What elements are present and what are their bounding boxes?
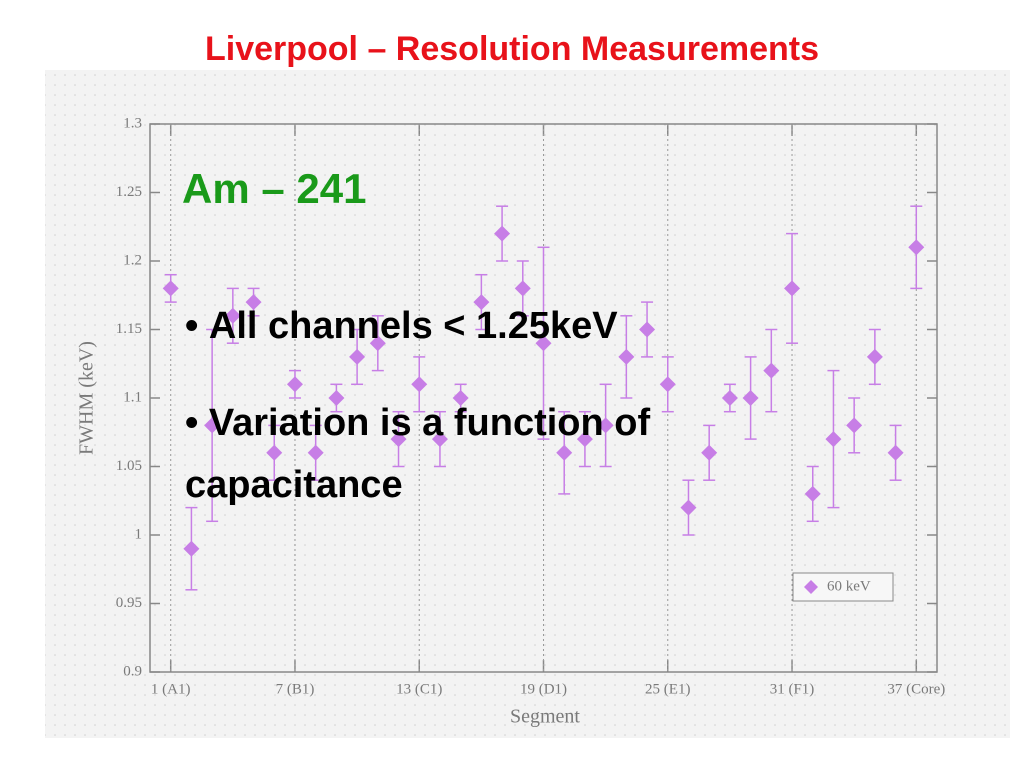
y-tick-label: 1 xyxy=(135,526,143,542)
x-tick-label: 37 (Core) xyxy=(887,681,945,697)
point xyxy=(286,376,303,393)
y-tick-label: 0.9 xyxy=(123,663,142,679)
y-tick-label: 1.05 xyxy=(116,458,142,474)
point xyxy=(659,376,676,393)
y-tick-label: 1.1 xyxy=(123,389,142,405)
point xyxy=(183,540,200,557)
heading: Am – 241 xyxy=(182,165,367,212)
legend-label: 60 keV xyxy=(827,578,871,594)
point xyxy=(494,225,511,242)
bullet: Variation is a function of capacitance xyxy=(185,392,835,516)
x-tick-label: 25 (E1) xyxy=(645,681,690,697)
y-tick-label: 1.15 xyxy=(116,321,142,337)
point xyxy=(162,280,179,297)
point xyxy=(514,280,531,297)
x-axis-title: Segment xyxy=(510,706,580,728)
x-tick-label: 19 (D1) xyxy=(520,681,567,697)
x-tick-label: 13 (C1) xyxy=(396,681,442,697)
point xyxy=(846,417,863,434)
x-tick-label: 7 (B1) xyxy=(276,681,315,697)
y-tick-label: 1.25 xyxy=(116,184,142,200)
point xyxy=(908,239,925,256)
legend-marker xyxy=(804,580,818,594)
slide-title: Liverpool – Resolution Measurements xyxy=(204,30,820,68)
y-tick-label: 0.95 xyxy=(116,595,142,611)
point xyxy=(887,444,904,461)
point xyxy=(784,280,801,297)
point xyxy=(411,376,428,393)
x-tick-label: 1 (A1) xyxy=(151,681,191,697)
x-tick-label: 31 (F1) xyxy=(770,681,815,697)
y-tick-label: 1.2 xyxy=(123,252,142,268)
bullet: All channels < 1.25keV xyxy=(185,295,835,357)
point xyxy=(763,362,780,379)
y-axis-title: FWHM (keV) xyxy=(76,341,98,455)
y-tick-label: 1.3 xyxy=(123,115,142,131)
point xyxy=(866,348,883,365)
